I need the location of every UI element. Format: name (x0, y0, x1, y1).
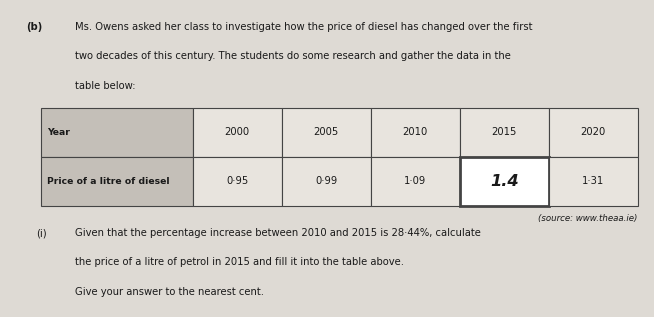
Text: Price of a litre of diesel: Price of a litre of diesel (47, 177, 170, 186)
Text: 2020: 2020 (581, 127, 606, 137)
Text: Give your answer to the nearest cent.: Give your answer to the nearest cent. (75, 287, 264, 297)
Bar (193, 157, 282, 206)
Text: 1·31: 1·31 (582, 177, 604, 186)
Text: table below:: table below: (75, 81, 136, 91)
Text: 0·99: 0·99 (315, 177, 337, 186)
Text: (b): (b) (26, 22, 43, 32)
Bar (371, 108, 460, 157)
Text: (i): (i) (36, 228, 46, 238)
Bar (41, 157, 193, 206)
Text: two decades of this century. The students do some research and gather the data i: two decades of this century. The student… (75, 51, 511, 61)
Text: (source: www.theaa.ie): (source: www.theaa.ie) (538, 214, 638, 223)
Text: 2000: 2000 (225, 127, 250, 137)
Text: 1·09: 1·09 (404, 177, 426, 186)
Text: Ms. Owens asked her class to investigate how the price of diesel has changed ove: Ms. Owens asked her class to investigate… (75, 22, 533, 32)
Bar (460, 108, 549, 157)
Text: 2010: 2010 (403, 127, 428, 137)
Text: 2005: 2005 (314, 127, 339, 137)
Bar (193, 108, 282, 157)
Bar (460, 157, 549, 206)
Bar (371, 157, 460, 206)
Bar (549, 157, 638, 206)
Bar (549, 108, 638, 157)
Text: the price of a litre of petrol in 2015 and fill it into the table above.: the price of a litre of petrol in 2015 a… (75, 257, 404, 268)
Text: 0·95: 0·95 (226, 177, 249, 186)
Bar (282, 157, 371, 206)
Text: 2015: 2015 (492, 127, 517, 137)
Bar (41, 108, 193, 157)
Bar (282, 108, 371, 157)
Text: Year: Year (47, 128, 70, 137)
Text: Given that the percentage increase between 2010 and 2015 is 28·44%, calculate: Given that the percentage increase betwe… (75, 228, 481, 238)
Text: 1.4: 1.4 (490, 174, 519, 189)
